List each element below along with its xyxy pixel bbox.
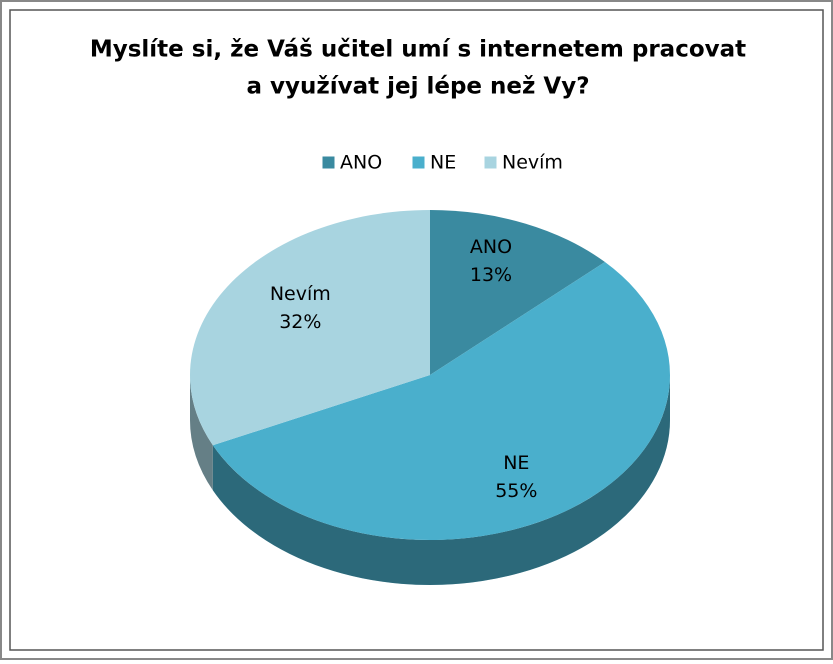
chart-title: Myslíte si, že Váš učitel umí s internet… — [90, 37, 746, 63]
legend-swatch — [321, 155, 336, 170]
slice-side — [190, 375, 213, 491]
legend-swatch — [411, 155, 426, 170]
legend-label: ANO — [340, 152, 382, 174]
slice-side — [212, 375, 671, 585]
slice — [190, 210, 430, 446]
chart-title: a využívat jej lépe než Vy? — [246, 74, 589, 100]
slice-value: 13% — [470, 264, 512, 286]
slice-label: NE — [503, 452, 529, 474]
slice — [430, 210, 605, 375]
slice-value: 32% — [279, 311, 321, 333]
slice-side-shade — [212, 375, 671, 585]
slice-label: Nevím — [270, 283, 331, 305]
legend-label: NE — [430, 152, 456, 174]
slice-side-shade — [190, 375, 213, 491]
legend-swatch — [483, 155, 498, 170]
slice — [212, 262, 671, 540]
slice-value: 55% — [495, 480, 537, 502]
legend-label: Nevím — [502, 152, 563, 174]
slice-label: ANO — [470, 236, 512, 258]
